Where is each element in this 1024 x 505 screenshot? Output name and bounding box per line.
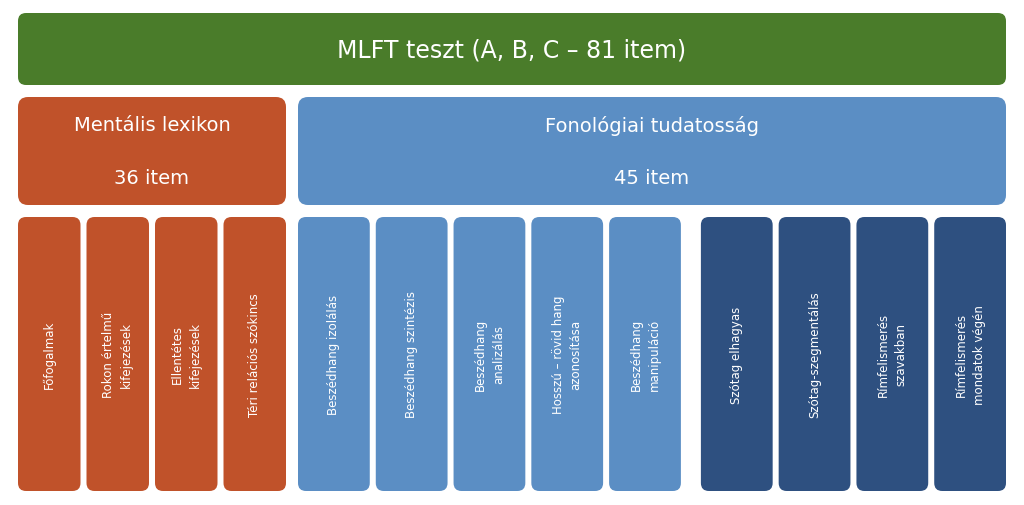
- Text: Rímfelismerés
mondatok végén: Rímfelismerés mondatok végén: [954, 305, 986, 404]
- Text: Szótag elhagyas: Szótag elhagyas: [730, 306, 743, 403]
- Text: Beszédhang
manipuláció: Beszédhang manipuláció: [630, 318, 660, 390]
- FancyBboxPatch shape: [223, 218, 286, 491]
- Text: Főfogalmak: Főfogalmak: [43, 320, 56, 388]
- FancyBboxPatch shape: [18, 14, 1006, 86]
- Text: Téri relációs szókincs: Téri relációs szókincs: [248, 292, 261, 416]
- Text: Rokon értelmű
kifejezések: Rokon értelmű kifejezések: [102, 311, 133, 397]
- FancyBboxPatch shape: [18, 98, 286, 206]
- Text: Beszédhang izolálás: Beszédhang izolálás: [328, 294, 340, 414]
- FancyBboxPatch shape: [531, 218, 603, 491]
- FancyBboxPatch shape: [609, 218, 681, 491]
- Text: Beszédhang
analizálás: Beszédhang analizálás: [474, 318, 505, 390]
- Text: Beszédhang szintézis: Beszédhang szintézis: [406, 291, 418, 418]
- FancyBboxPatch shape: [376, 218, 447, 491]
- Text: Ellentétes
kifejezések: Ellentétes kifejezések: [171, 321, 202, 387]
- Text: Szótag-szegmentálás: Szótag-szegmentálás: [808, 291, 821, 418]
- Text: Fonológiai tudatosság

45 item: Fonológiai tudatosság 45 item: [545, 115, 759, 188]
- FancyBboxPatch shape: [700, 218, 773, 491]
- FancyBboxPatch shape: [856, 218, 928, 491]
- FancyBboxPatch shape: [86, 218, 150, 491]
- FancyBboxPatch shape: [18, 218, 81, 491]
- FancyBboxPatch shape: [298, 98, 1006, 206]
- FancyBboxPatch shape: [298, 218, 370, 491]
- FancyBboxPatch shape: [155, 218, 217, 491]
- FancyBboxPatch shape: [934, 218, 1006, 491]
- FancyBboxPatch shape: [454, 218, 525, 491]
- Text: Rímfelismerés
szavakban: Rímfelismerés szavakban: [877, 312, 908, 396]
- Text: Mentális lexikon

36 item: Mentális lexikon 36 item: [74, 116, 230, 188]
- Text: MLFT teszt (A, B, C – 81 item): MLFT teszt (A, B, C – 81 item): [338, 38, 686, 62]
- Text: Hosszú – rövid hang
azonosítása: Hosszú – rövid hang azonosítása: [552, 295, 583, 414]
- FancyBboxPatch shape: [778, 218, 851, 491]
